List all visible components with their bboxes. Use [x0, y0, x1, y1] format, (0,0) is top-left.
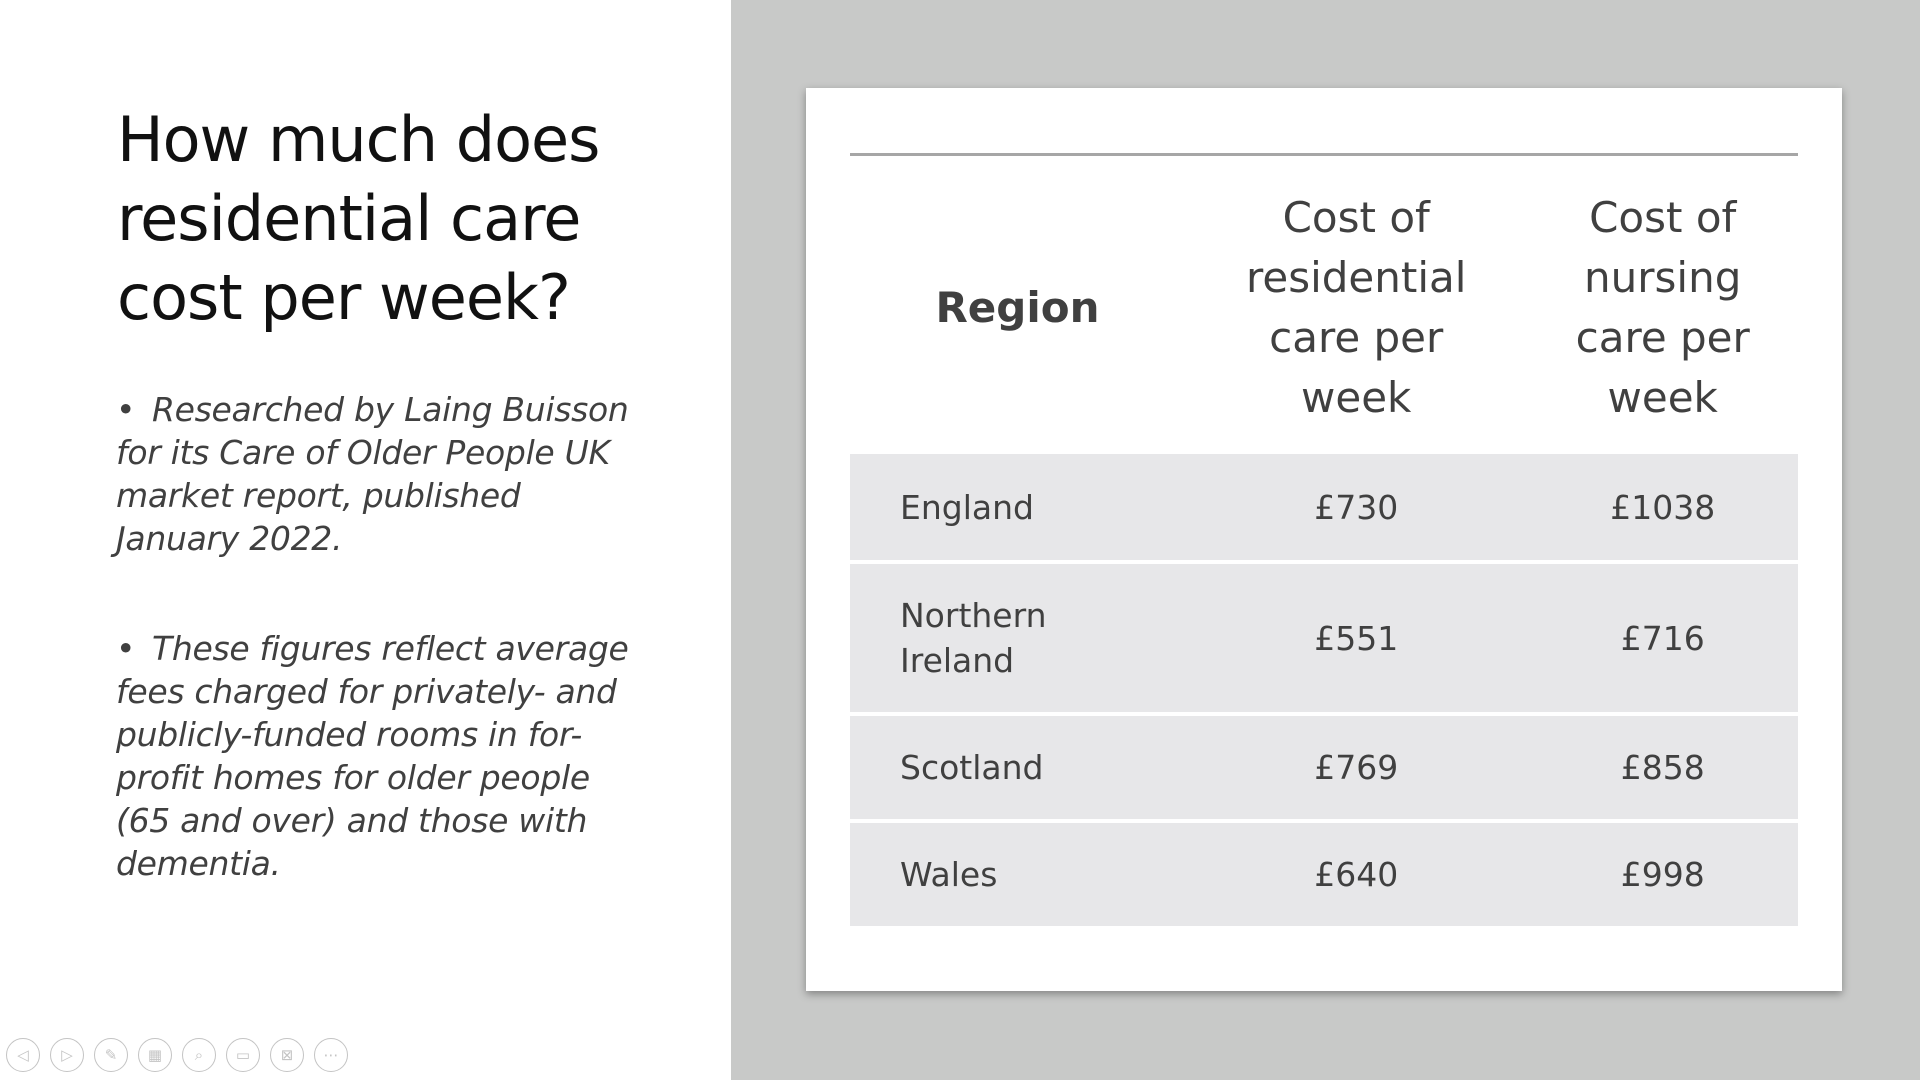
slideshow-toolbar: ◁ ▷ ✎ ▦ ⌕ ▭ ⊠ ⋯ — [6, 1038, 348, 1072]
slide-title: How much does residential care cost per … — [117, 100, 677, 337]
table-row: Scotland £769 £858 — [850, 714, 1798, 823]
see-all-slides-icon: ▦ — [147, 1045, 163, 1064]
header-line: week — [1301, 373, 1412, 422]
header-line: nursing — [1584, 253, 1742, 302]
bullet-line: profit homes for older people — [116, 758, 590, 797]
bullet-line: market report, published — [116, 476, 521, 515]
camera-off-icon: ⊠ — [280, 1045, 294, 1064]
subtitles-button[interactable]: ▭ — [226, 1038, 260, 1072]
previous-slide-icon: ◁ — [17, 1045, 29, 1064]
cell-region: Scotland — [850, 714, 1185, 823]
bullet-list: • Researched by Laing Buisson for its Car… — [116, 388, 636, 952]
table-row: Wales £640 £998 — [850, 821, 1798, 926]
header-nursing-cost: Cost of nursing care per week — [1527, 188, 1798, 454]
camera-off-button[interactable]: ⊠ — [270, 1038, 304, 1072]
title-line: How much does — [117, 103, 600, 176]
subtitles-icon: ▭ — [235, 1045, 251, 1064]
bullet-marker: • — [116, 390, 136, 429]
cell-nursing-cost: £1038 — [1527, 454, 1798, 564]
bullet-line: January 2022. — [116, 519, 343, 558]
title-line: cost per week? — [117, 261, 571, 334]
cell-nursing-cost: £858 — [1527, 714, 1798, 823]
header-line: care per — [1575, 313, 1750, 362]
header-region: Region — [935, 283, 1100, 332]
header-residential-cost: Cost of residential care per week — [1185, 188, 1527, 454]
cell-region: Wales — [850, 821, 1185, 926]
table-row: England £730 £1038 — [850, 454, 1798, 564]
region-line: Ireland — [900, 641, 1015, 680]
header-line: Cost of — [1589, 193, 1737, 242]
cell-nursing-cost: £716 — [1527, 562, 1798, 716]
bullet-line: publicly-funded rooms in for- — [116, 715, 582, 754]
more-options-icon: ⋯ — [323, 1045, 339, 1064]
cell-residential-cost: £730 — [1185, 454, 1528, 564]
next-slide-icon: ▷ — [61, 1045, 73, 1064]
zoom-icon: ⌕ — [194, 1045, 204, 1064]
next-slide-button[interactable]: ▷ — [50, 1038, 84, 1072]
care-cost-table: Region Cost of residential care per week… — [850, 188, 1798, 926]
bullet-line: These figures reflect average — [152, 629, 629, 668]
cell-region: Northern Ireland — [850, 562, 1185, 716]
more-options-button[interactable]: ⋯ — [314, 1038, 348, 1072]
bullet-line: dementia. — [116, 844, 281, 883]
pen-icon: ✎ — [104, 1045, 118, 1064]
cell-residential-cost: £551 — [1185, 562, 1528, 716]
bullet-item: • These figures reflect average fees char… — [116, 627, 636, 885]
header-line: Cost of — [1282, 193, 1430, 242]
bullet-line: fees charged for privately- and — [116, 672, 617, 711]
region-line: Northern — [900, 596, 1047, 635]
header-line: week — [1607, 373, 1718, 422]
cell-residential-cost: £769 — [1185, 714, 1528, 823]
table-header-row: Region Cost of residential care per week… — [850, 188, 1798, 454]
table-row: Northern Ireland £551 £716 — [850, 562, 1798, 716]
bullet-line: Researched by Laing Buisson — [152, 390, 629, 429]
pen-button[interactable]: ✎ — [94, 1038, 128, 1072]
previous-slide-button[interactable]: ◁ — [6, 1038, 40, 1072]
bullet-line: (65 and over) and those with — [116, 801, 588, 840]
see-all-slides-button[interactable]: ▦ — [138, 1038, 172, 1072]
table-top-rule — [850, 153, 1798, 156]
title-line: residential care — [117, 182, 581, 255]
table-card: Region Cost of residential care per week… — [806, 88, 1842, 991]
bullet-item: • Researched by Laing Buisson for its Car… — [116, 388, 636, 560]
cell-nursing-cost: £998 — [1527, 821, 1798, 926]
header-line: residential — [1246, 253, 1467, 302]
cell-region: England — [850, 454, 1185, 564]
zoom-button[interactable]: ⌕ — [182, 1038, 216, 1072]
bullet-line: for its Care of Older People UK — [116, 433, 610, 472]
bullet-marker: • — [116, 629, 136, 668]
cell-residential-cost: £640 — [1185, 821, 1528, 926]
header-line: care per — [1269, 313, 1444, 362]
